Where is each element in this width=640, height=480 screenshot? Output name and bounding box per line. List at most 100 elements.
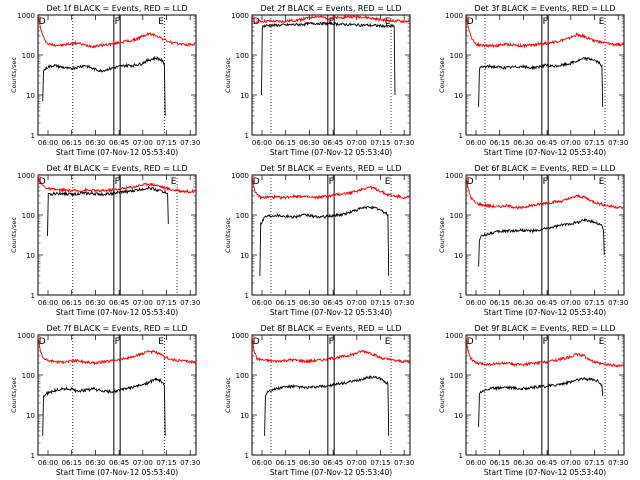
marker-label: D: [39, 177, 46, 187]
x-tick-label: 07:15: [370, 299, 390, 307]
x-tick-label: 07:15: [370, 139, 390, 147]
x-tick-label: 07:00: [347, 299, 367, 307]
marker-label: D: [39, 337, 46, 347]
marker-label: D: [253, 177, 260, 187]
marker-label: F: [115, 337, 120, 347]
marker-label: D: [253, 17, 260, 27]
x-tick-label: 07:00: [133, 139, 153, 147]
y-axis-label: Counts/sec: [10, 377, 18, 413]
y-axis-label: Counts/sec: [438, 57, 446, 93]
y-axis-label: Counts/sec: [224, 377, 232, 413]
panel-title: Det 6f BLACK = Events, RED = LLD: [474, 164, 615, 173]
marker-label: E: [599, 177, 605, 187]
y-tick-label: 10: [26, 412, 35, 420]
marker-label: F: [329, 337, 334, 347]
x-axis-label: Start Time (07-Nov-12 05:53:40): [270, 148, 392, 157]
panel-frame: [465, 14, 625, 136]
x-tick-label: 07:15: [584, 139, 604, 147]
panel-title: Det 7f BLACK = Events, RED = LLD: [46, 324, 187, 333]
panel-title: Det 1f BLACK = Events, RED = LLD: [46, 4, 187, 13]
x-tick-label: 07:30: [180, 459, 200, 467]
events-series-line: [478, 377, 604, 428]
x-tick-label: 07:30: [180, 139, 200, 147]
marker-label: D: [467, 177, 474, 187]
x-tick-label: 06:45: [109, 139, 129, 147]
y-tick-label: 100: [22, 372, 35, 380]
y-axis-label: Counts/sec: [224, 217, 232, 253]
lld-series-line: [37, 335, 197, 366]
x-tick-label: 06:30: [299, 139, 319, 147]
y-tick-label: 1: [245, 452, 249, 460]
marker-label: E: [385, 17, 391, 27]
y-tick-label: 100: [450, 52, 463, 60]
x-tick-label: 06:00: [38, 299, 58, 307]
x-tick-label: 06:45: [323, 139, 343, 147]
x-tick-label: 07:15: [156, 459, 176, 467]
x-tick-label: 06:00: [38, 139, 58, 147]
x-tick-label: 06:00: [466, 139, 486, 147]
panel-frame: [37, 334, 197, 456]
y-axis-label: Counts/sec: [10, 57, 18, 93]
marker-label: E: [385, 177, 391, 187]
x-tick-label: 06:45: [109, 299, 129, 307]
y-tick-label: 1000: [445, 332, 463, 340]
y-axis-label: Counts/sec: [438, 377, 446, 413]
panel-frame: [37, 174, 197, 296]
x-axis-label: Start Time (07-Nov-12 05:53:40): [484, 308, 606, 317]
x-axis-label: Start Time (07-Nov-12 05:53:40): [484, 148, 606, 157]
panel-title: Det 9f BLACK = Events, RED = LLD: [474, 324, 615, 333]
x-tick-label: 06:15: [490, 459, 510, 467]
x-tick-label: 06:45: [537, 459, 557, 467]
panel-frame: [251, 334, 411, 456]
lld-series-line: [465, 14, 625, 49]
y-tick-label: 1: [459, 132, 463, 140]
x-tick-label: 07:30: [394, 299, 414, 307]
y-tick-label: 1000: [17, 12, 35, 20]
events-series-line: [264, 375, 390, 436]
lld-series-line: [251, 174, 411, 201]
x-tick-label: 06:30: [513, 139, 533, 147]
marker-label: D: [467, 337, 474, 347]
x-tick-label: 07:30: [608, 139, 628, 147]
y-axis-label: Counts/sec: [224, 57, 232, 93]
y-tick-label: 1000: [231, 172, 249, 180]
x-tick-label: 06:15: [62, 299, 82, 307]
x-tick-label: 06:30: [513, 459, 533, 467]
x-tick-label: 06:30: [85, 459, 105, 467]
events-series-line: [259, 205, 390, 276]
y-tick-label: 1000: [231, 332, 249, 340]
y-tick-label: 1000: [231, 12, 249, 20]
y-tick-label: 100: [450, 372, 463, 380]
x-tick-label: 07:00: [561, 299, 581, 307]
events-series-line: [478, 218, 605, 267]
x-tick-label: 06:45: [323, 459, 343, 467]
x-tick-label: 07:30: [394, 459, 414, 467]
x-tick-label: 06:00: [466, 299, 486, 307]
marker-label: D: [39, 17, 46, 27]
y-tick-label: 10: [454, 252, 463, 260]
y-tick-label: 10: [240, 252, 249, 260]
panel-frame: [251, 174, 411, 296]
x-tick-label: 06:30: [513, 299, 533, 307]
x-tick-label: 06:15: [62, 459, 82, 467]
y-tick-label: 10: [26, 252, 35, 260]
x-tick-label: 06:15: [62, 139, 82, 147]
x-tick-label: 07:15: [584, 459, 604, 467]
x-axis-label: Start Time (07-Nov-12 05:53:40): [56, 308, 178, 317]
marker-label: F: [115, 177, 120, 187]
lld-series-line: [465, 336, 625, 368]
events-series-line: [478, 56, 604, 108]
marker-label: F: [115, 17, 120, 27]
y-tick-label: 10: [454, 92, 463, 100]
y-tick-label: 1: [245, 292, 249, 300]
marker-label: E: [158, 17, 164, 27]
panel-title: Det 8f BLACK = Events, RED = LLD: [260, 324, 401, 333]
y-tick-label: 1000: [17, 172, 35, 180]
y-tick-label: 100: [236, 52, 249, 60]
lld-series-line: [251, 335, 411, 364]
y-axis-label: Counts/sec: [10, 217, 18, 253]
marker-label: F: [329, 177, 334, 187]
lld-series-line: [251, 14, 411, 25]
x-tick-label: 07:00: [133, 459, 153, 467]
x-tick-label: 06:45: [109, 459, 129, 467]
